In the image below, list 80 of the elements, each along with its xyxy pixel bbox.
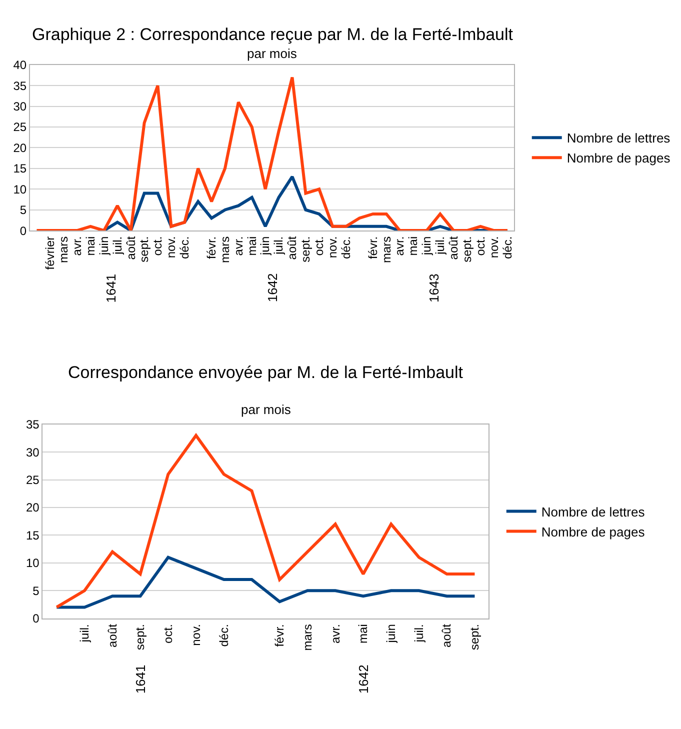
y-tick-label: 15 <box>13 162 27 176</box>
x-tick-label: mai <box>406 236 420 256</box>
x-tick-label: août <box>105 623 120 648</box>
x-tick-label: février <box>43 236 58 270</box>
y-tick-label: 35 <box>13 78 27 93</box>
x-tick-label: mai <box>356 624 370 644</box>
x-tick-label: déc. <box>338 236 353 260</box>
legend-label: Nombre de lettres <box>566 130 671 146</box>
y-tick-label: 30 <box>13 99 27 114</box>
x-tick-label: juin <box>384 624 398 644</box>
y-tick-label: 25 <box>13 120 27 134</box>
x-tick-label: févr. <box>272 624 287 647</box>
x-tick-label: mai <box>83 236 98 256</box>
x-tick-label: nov. <box>325 236 340 258</box>
x-tick-label: févr. <box>366 236 380 260</box>
x-tick-label: juin <box>420 236 434 256</box>
x-tick-label: mars <box>56 236 71 264</box>
x-tick-label: août <box>285 236 300 260</box>
x-tick-label: août <box>446 236 461 260</box>
y-tick-label: 10 <box>26 556 40 570</box>
x-tick-label: août <box>124 236 138 260</box>
x-tick-label: oct. <box>473 236 488 256</box>
line-series <box>55 556 476 609</box>
x-tick-label: mai <box>244 236 259 256</box>
text: 1643 <box>426 274 442 303</box>
x-tick-label: avr. <box>392 236 407 256</box>
x-tick-label: déc. <box>500 236 514 260</box>
x-tick-label: sept. <box>468 624 482 650</box>
x-tick-label: oct. <box>161 624 176 644</box>
x-tick-label: oct. <box>150 236 165 256</box>
x-tick-label: juil. <box>272 236 286 256</box>
x-tick-label: avr. <box>231 236 246 256</box>
chart-subtitle: par mois <box>247 46 298 61</box>
x-tick-label: juin <box>258 236 272 256</box>
y-tick-label: 20 <box>26 500 40 515</box>
y-tick-label: 25 <box>26 473 40 488</box>
chart-title: Correspondance envoyée par M. de la Ferté-Imbault <box>68 363 464 382</box>
y-tick-label: 20 <box>13 140 27 155</box>
y-tick-label: 35 <box>26 418 40 432</box>
x-tick-label: juil. <box>110 236 124 256</box>
y-tick-label: 0 <box>32 611 40 626</box>
x-tick-label: avr. <box>70 236 84 256</box>
x-tick-label: nov. <box>164 236 178 258</box>
y-tick-label: 15 <box>26 528 40 542</box>
x-tick-label: sept. <box>298 236 313 262</box>
y-tick-label: 10 <box>13 182 27 196</box>
x-tick-label: juil. <box>412 624 426 644</box>
text: 1642 <box>356 664 371 694</box>
text: 1641 <box>104 274 119 303</box>
x-tick-label: déc. <box>178 236 192 260</box>
x-tick-label: nov. <box>486 236 501 258</box>
chart-title: Graphique 2 : Correspondance reçue par M. de la Ferté-Imbault <box>32 25 514 44</box>
legend-label: Nombre de lettres <box>541 504 646 520</box>
x-tick-label: juil. <box>433 236 448 256</box>
legend-label: Nombre de pages <box>541 524 646 540</box>
y-tick-label: 30 <box>26 445 40 460</box>
x-tick-label: sept. <box>460 236 474 262</box>
y-tick-label: 40 <box>13 58 27 72</box>
line-series <box>35 76 509 231</box>
y-tick-label: 5 <box>20 203 27 218</box>
x-tick-label: mars <box>379 236 394 264</box>
x-tick-label: mars <box>218 236 232 264</box>
x-tick-label: août <box>440 623 454 648</box>
y-tick-label: 5 <box>32 584 40 598</box>
x-tick-label: juin <box>96 236 111 256</box>
text: 1642 <box>264 273 280 302</box>
x-tick-label: sept. <box>137 236 152 262</box>
x-tick-label: nov. <box>188 624 203 646</box>
legend-label: Nombre de pages <box>566 150 671 166</box>
x-tick-label: oct. <box>312 236 326 256</box>
line-series <box>55 434 476 609</box>
x-tick-label: déc. <box>216 624 231 647</box>
chart-subtitle: par mois <box>241 402 292 417</box>
x-tick-label: sept. <box>133 624 148 650</box>
x-tick-label: mars <box>300 624 314 651</box>
x-tick-label: févr. <box>204 236 218 260</box>
x-tick-label: avr. <box>328 624 342 644</box>
text: 1641 <box>132 664 148 694</box>
x-tick-label: juil. <box>77 624 92 644</box>
y-tick-label: 0 <box>20 224 27 238</box>
